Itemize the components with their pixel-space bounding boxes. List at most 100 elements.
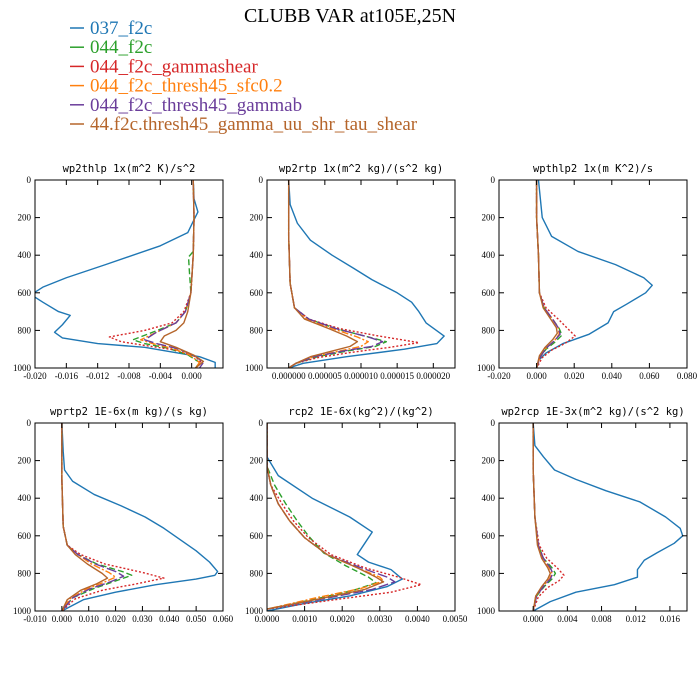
x-tick-label-0-0: -0.020 (23, 371, 47, 381)
x-tick-label-3-1: 0.000 (52, 614, 73, 624)
panel-5: wp2rcp 1E-3x(m^2 kg)/(s^2 kg) 0.000 0.004 0… (477, 406, 688, 624)
y-tick-label-3-1: 200 (18, 456, 32, 466)
x-tick-label-3-6: 0.050 (186, 614, 207, 624)
series-line-3-0 (61, 423, 219, 611)
y-tick-label-3-2: 400 (18, 493, 32, 503)
series-line-0-3 (140, 180, 201, 368)
series-line-4-2 (267, 423, 422, 610)
series-line-5-3 (532, 423, 553, 611)
plot-frame-1 (266, 179, 456, 369)
series-group-3 (61, 423, 219, 611)
x-tick-label-5-1: 0.004 (557, 614, 578, 624)
y-tick-label-4-5: 1000 (245, 606, 264, 616)
y-tick-label-0-0: 0 (27, 175, 32, 185)
x-tick-label-0-1: -0.016 (55, 371, 79, 381)
y-tick-label-0-4: 800 (18, 325, 32, 335)
plot-frame-5 (498, 422, 688, 612)
panel-title-4: rcp2 1E-6x(kg^2)/(kg^2) (288, 406, 433, 418)
series-line-5-5 (532, 423, 551, 611)
y-tick-label-1-0: 0 (259, 175, 264, 185)
y-tick-label-5-0: 0 (491, 418, 496, 428)
x-tick-label-3-5: 0.040 (159, 614, 180, 624)
series-line-0-4 (143, 180, 205, 368)
y-tick-label-5-2: 400 (482, 493, 496, 503)
x-tick-label-5-3: 0.012 (626, 614, 646, 624)
panel-2: wpthlp2 1x(m K^2)/s -0.020 0.000 0.020 0.040… (477, 163, 698, 381)
x-tick-label-1-2: 0.000010 (344, 371, 378, 381)
y-tick-label-4-1: 200 (250, 456, 264, 466)
y-tick-label-3-5: 1000 (13, 606, 32, 616)
series-line-3-1 (61, 423, 133, 611)
figure-title: CLUBB VAR at105E,25N (244, 5, 456, 27)
series-line-2-1 (535, 180, 563, 368)
series-line-1-5 (287, 180, 359, 368)
series-line-5-1 (532, 423, 557, 611)
x-tick-label-2-1: 0.000 (526, 371, 547, 381)
series-line-0-0 (35, 180, 216, 368)
panel-title-0: wp2thlp 1x(m^2 K)/s^2 (63, 163, 196, 175)
y-tick-label-0-1: 200 (18, 213, 32, 223)
x-tick-label-4-0: 0.0000 (255, 614, 280, 624)
series-line-1-3 (287, 180, 369, 368)
panel-grid: wp2thlp 1x(m^2 K)/s^2-0.020 -0.016 -0.012-… (13, 163, 698, 624)
x-tick-label-1-1: 0.000005 (308, 371, 342, 381)
x-tick-label-2-0: -0.020 (487, 371, 511, 381)
x-tick-label-3-7: 0.060 (213, 614, 234, 624)
x-tick-label-5-0: 0.000 (523, 614, 544, 624)
y-tick-label-5-3: 600 (482, 531, 496, 541)
x-tick-label-2-2: 0.020 (564, 371, 585, 381)
legend-label-2: 044_f2c_gammashear (90, 56, 258, 77)
series-line-2-3 (535, 180, 560, 368)
series-line-3-2 (61, 423, 165, 611)
series-group-0 (35, 180, 216, 368)
y-tick-label-3-3: 600 (18, 531, 32, 541)
x-tick-label-4-3: 0.0030 (367, 614, 392, 624)
y-tick-label-5-4: 800 (482, 568, 496, 578)
x-tick-label-4-4: 0.0040 (405, 614, 430, 624)
series-line-1-1 (287, 180, 388, 368)
panel-title-2: wpthlp2 1x(m K^2)/s (533, 163, 653, 175)
y-tick-label-4-4: 800 (250, 568, 264, 578)
panel-0: wp2thlp 1x(m^2 K)/s^2-0.020 -0.016 -0.012-… (13, 163, 224, 381)
legend-label-1: 044_f2c (90, 37, 152, 58)
y-tick-label-2-3: 600 (482, 288, 496, 298)
x-tick-label-4-2: 0.0020 (330, 614, 355, 624)
y-tick-label-1-5: 1000 (245, 363, 264, 373)
y-tick-label-2-0: 0 (491, 175, 496, 185)
series-group-2 (535, 180, 653, 368)
y-tick-label-1-3: 600 (250, 288, 264, 298)
x-tick-label-3-4: 0.030 (132, 614, 153, 624)
y-tick-label-4-0: 0 (259, 418, 264, 428)
series-group-4 (267, 423, 422, 611)
legend-label-5: 44.f2c.thresh45_gamma_uu_shr_tau_shear (90, 114, 418, 135)
x-tick-label-1-4: 0.000020 (416, 371, 450, 381)
x-tick-label-2-4: 0.060 (639, 371, 660, 381)
x-tick-label-5-4: 0.016 (660, 614, 681, 624)
panel-title-5: wp2rcp 1E-3x(m^2 kg)/(s^2 kg) (501, 406, 684, 418)
y-tick-label-5-5: 1000 (477, 606, 496, 616)
y-tick-label-0-2: 400 (18, 250, 32, 260)
series-line-4-1 (267, 423, 377, 610)
y-tick-label-1-4: 800 (250, 325, 264, 335)
series-line-4-0 (267, 423, 404, 611)
y-tick-label-1-2: 400 (250, 250, 264, 260)
x-tick-label-0-5: 0.000 (182, 371, 203, 381)
series-line-3-4 (61, 423, 125, 611)
x-tick-label-0-3: -0.008 (117, 371, 141, 381)
y-tick-label-4-3: 600 (250, 531, 264, 541)
panel-1: wp2rtp 1x(m^2 kg)/(s^2 kg)0.000000 0.0000… (245, 163, 456, 381)
series-line-3-5 (61, 423, 109, 611)
panel-3: wprtp2 1E-6x(m kg)/(s kg) -0.010 0.000 0.01… (13, 406, 234, 624)
series-line-0-5 (159, 180, 205, 368)
x-tick-label-5-2: 0.008 (591, 614, 612, 624)
series-group-1 (287, 180, 445, 368)
y-tick-label-2-4: 800 (482, 325, 496, 335)
panel-title-1: wp2rtp 1x(m^2 kg)/(s^2 kg) (279, 163, 443, 175)
y-tick-label-3-0: 0 (27, 418, 32, 428)
legend: 037_f2c044_f2c044_f2c_gammashear044_f2c_… (70, 18, 418, 135)
series-line-1-0 (287, 180, 445, 368)
y-tick-label-0-3: 600 (18, 288, 32, 298)
legend-label-0: 037_f2c (90, 18, 152, 39)
x-tick-label-3-0: -0.010 (23, 614, 47, 624)
